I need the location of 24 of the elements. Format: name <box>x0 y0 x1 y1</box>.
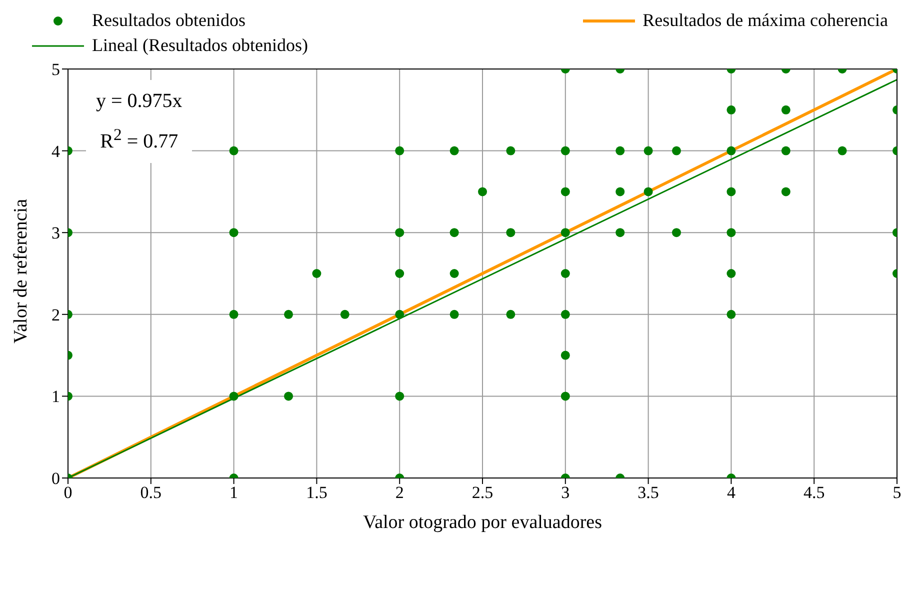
x-tick-label: 4.5 <box>803 483 825 502</box>
y-axis-title: Valor de referencia <box>10 198 32 344</box>
legend-label: Resultados de máxima coherencia <box>642 10 888 31</box>
x-tick-label: 4 <box>726 483 736 502</box>
y-tick-label: 0 <box>52 469 60 488</box>
x-tick-label: 1.5 <box>306 483 328 502</box>
x-tick-label: 3.5 <box>638 483 659 502</box>
annotation: y = 0.975x <box>96 89 182 114</box>
y-tick-label: 2 <box>52 305 60 324</box>
y-tick-label: 5 <box>52 60 60 80</box>
y-tick-label: 1 <box>52 387 60 406</box>
x-tick-label: 2.5 <box>472 483 494 502</box>
x-tick-label: 3 <box>561 483 570 502</box>
x-tick-label: 0 <box>64 483 72 502</box>
legend-label: Resultados obtenidos <box>92 10 246 31</box>
x-axis-title: Valor otogrado por evaluadores <box>362 512 602 533</box>
y-tick-label: 3 <box>52 224 60 243</box>
y-tick-label: 4 <box>52 142 60 161</box>
x-tick-label: 2 <box>395 483 404 502</box>
legend-label: Lineal (Resultados obtenidos) <box>92 35 308 56</box>
x-tick-label: 0.5 <box>140 483 162 502</box>
annotation: R$^{2}$ = 0.77 <box>99 124 180 155</box>
x-tick-label: 5 <box>892 483 902 502</box>
x-tick-label: 1 <box>230 483 238 502</box>
